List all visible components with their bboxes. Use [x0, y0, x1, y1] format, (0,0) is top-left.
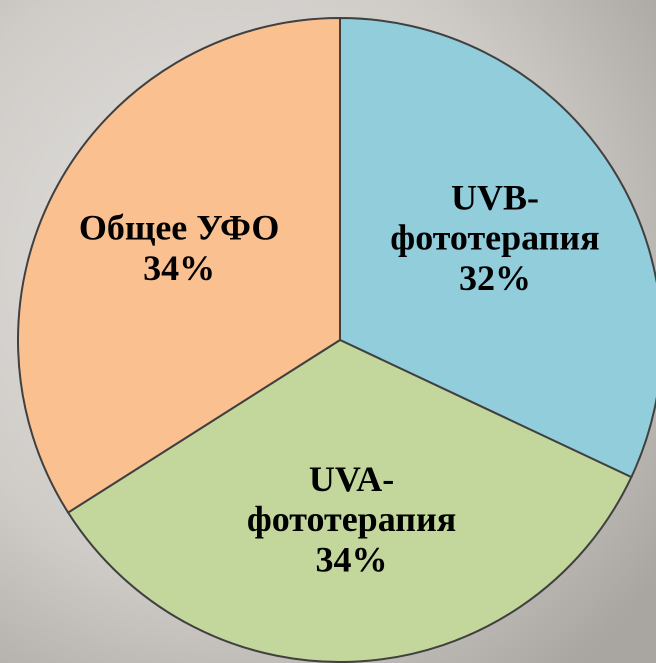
- slice-label-line: UVA-: [309, 459, 394, 499]
- slice-value-label: 34%: [316, 539, 388, 579]
- slice-label-line: Общее УФО: [79, 208, 279, 248]
- slice-label: UVA-фототерапия: [247, 459, 456, 539]
- pie-slice: [339, 16, 656, 479]
- slice-label: UVB-фототерапия: [390, 178, 599, 258]
- slice-label: Общее УФО: [79, 208, 279, 248]
- slice-label-line: фототерапия: [247, 499, 456, 539]
- slice-label-line: UVB-: [451, 178, 539, 218]
- slice-value-label: 32%: [459, 258, 531, 298]
- pie-slice: [66, 338, 633, 663]
- pie-slice: [17, 16, 341, 514]
- slice-label-line: фототерапия: [390, 218, 599, 258]
- slice-value-label: 34%: [143, 248, 215, 288]
